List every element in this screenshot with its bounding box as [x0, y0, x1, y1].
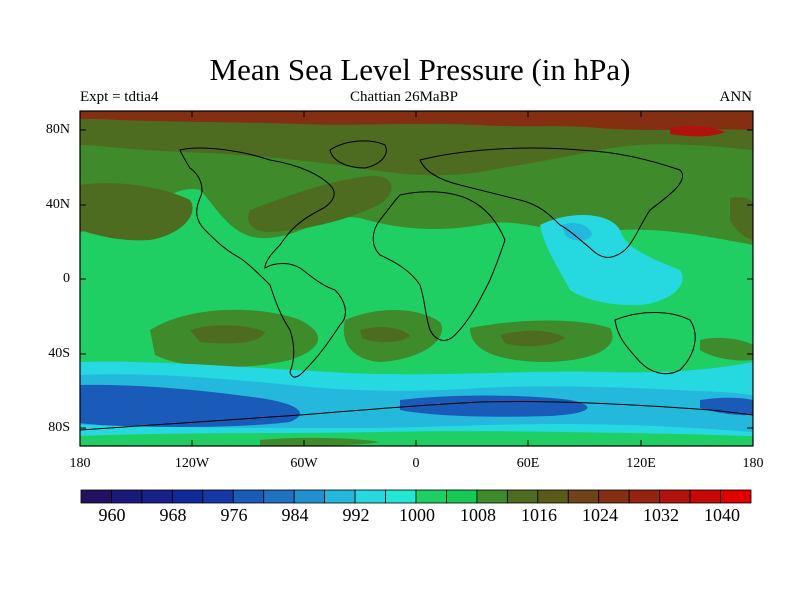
colorbar-box [598, 489, 630, 504]
americas-coast [179, 147, 346, 378]
lon-label-180w: 180 [69, 456, 91, 471]
lat-label-40s: 40S [48, 346, 70, 361]
colorbar-box [111, 489, 143, 504]
australia-coast [614, 312, 696, 375]
greenland-coast [329, 140, 387, 169]
colorbar-box [293, 489, 326, 504]
lat-label-80n: 80N [45, 122, 70, 137]
experiment-label: Expt = tdtia4 [80, 89, 159, 105]
colorbar-box [720, 489, 752, 504]
africa-coast [372, 191, 506, 341]
band-1016-antarctic [260, 437, 380, 446]
colorbar-box [171, 489, 204, 504]
colorbar-box [354, 489, 386, 504]
band-1024-south-atlantic [360, 327, 410, 343]
band-984-south-indian [400, 395, 588, 417]
plot-title: Mean Sea Level Pressure (in hPa) [209, 52, 631, 87]
colorbar-box [324, 489, 356, 504]
colorbar-box [232, 489, 265, 504]
colorbar-label-1032: 1032 [643, 505, 679, 525]
colorbar-box [659, 489, 691, 504]
lon-label-60w: 60W [290, 456, 318, 471]
colorbar-box [446, 489, 478, 504]
colorbar-label-968: 968 [159, 505, 187, 525]
band-1040-arctic [670, 125, 725, 137]
pressure-field [80, 111, 753, 446]
band-1032-arctic [80, 111, 753, 130]
colorbar-label-1016: 1016 [521, 505, 557, 525]
colorbar-box [506, 489, 539, 504]
band-1008-antarctic [80, 431, 753, 446]
band-984-south-pacific [80, 384, 300, 427]
lat-label-40n: 40N [45, 197, 70, 212]
colorbar-box [415, 489, 447, 504]
colorbar-label-992: 992 [342, 505, 370, 525]
season-label: ANN [719, 89, 753, 105]
antarctica-coast [79, 401, 754, 431]
lon-label-180e: 180 [742, 456, 764, 471]
band-1024-indian [500, 330, 565, 347]
colorbar-box [202, 489, 234, 504]
band-1024-atlantic [248, 175, 392, 232]
lon-label-120e: 120E [626, 456, 656, 471]
coastlines [79, 140, 754, 431]
band-1024-north [80, 111, 753, 176]
band-1024-pacific [80, 183, 193, 241]
colorbar-box [141, 489, 173, 504]
lon-label-60e: 60E [516, 456, 540, 471]
band-1024-east [730, 197, 753, 240]
period-label: Chattian 26MaBP [350, 89, 458, 105]
colorbar-box [476, 489, 508, 504]
band-1016-east [700, 337, 753, 361]
colorbar-label-960: 960 [98, 505, 126, 525]
lon-label-120w: 120W [174, 456, 210, 471]
colorbar-label-1040: 1040 [704, 505, 740, 525]
colorbar-label-1000: 1000 [399, 505, 435, 525]
lat-label-80s: 80S [48, 420, 70, 435]
colorbar-box [689, 489, 721, 504]
eurasia-coast [419, 147, 684, 258]
colorbar-label-1008: 1008 [460, 505, 496, 525]
band-1024-south-pacific [190, 325, 265, 344]
band-992-asia [562, 223, 592, 241]
colorbar-box [385, 489, 417, 504]
colorbar-box [567, 489, 600, 504]
colorbar-box [628, 489, 661, 504]
lon-label-0: 0 [412, 456, 420, 471]
colorbar [80, 489, 752, 504]
colorbar-label-976: 976 [220, 505, 248, 525]
colorbar-label-1024: 1024 [582, 505, 618, 525]
colorbar-box [263, 489, 295, 504]
colorbar-box [80, 489, 112, 504]
colorbar-label-984: 984 [281, 505, 309, 525]
axis-ticks [80, 111, 753, 446]
colorbar-box [537, 489, 569, 504]
lat-label-0: 0 [63, 271, 70, 286]
